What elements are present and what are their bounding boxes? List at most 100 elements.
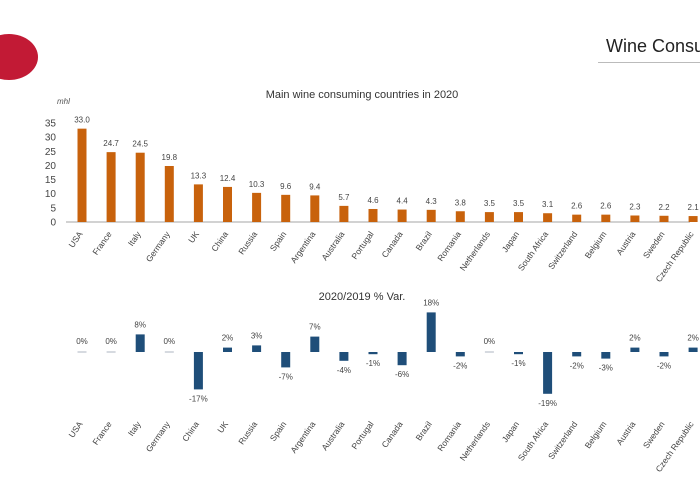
chart2-category-label: South Africa: [516, 419, 551, 463]
chart1-category-label: Switzerland: [546, 229, 580, 271]
chart2-value-label: 7%: [309, 323, 321, 332]
chart1-value-label: 4.3: [426, 197, 438, 206]
chart2-bar: [688, 347, 698, 352]
chart2-bar: [397, 352, 407, 366]
chart2-category-label: Portugal: [349, 419, 375, 451]
chart2-value-label: 0%: [164, 337, 176, 346]
chart2-value-label: 2%: [222, 334, 234, 343]
chart1-bar: [426, 209, 436, 222]
chart1-bar: [252, 192, 262, 222]
chart1-bar: [397, 209, 407, 222]
chart2-category-label: Australia: [319, 419, 346, 452]
chart1-ytick-label: 0: [50, 218, 56, 229]
chart1-bar: [310, 195, 320, 222]
chart1-ytick-label: 15: [45, 175, 57, 186]
chart1-category-label: China: [209, 229, 230, 253]
chart2-category-label: France: [90, 419, 114, 447]
chart1-value-label: 2.3: [629, 202, 641, 211]
chart2-category-label: UK: [215, 419, 230, 435]
chart1-value-label: 2.1: [688, 203, 700, 212]
chart1-value-labels: 33.0 24.7 24.5 19.8 13.3 12.4 10.3 9.6 9.4 5.7 4.6…: [74, 116, 699, 212]
chart2-bar: [193, 352, 203, 390]
chart1-category-label: France: [90, 229, 114, 257]
chart2-value-label: -3%: [599, 364, 613, 373]
chart1-ytick-label: 5: [50, 203, 56, 214]
chart2-category-label: China: [180, 419, 201, 443]
chart1-bar: [601, 214, 611, 222]
chart1-category-label: Netherlands: [458, 229, 492, 272]
chart1-value-label: 3.5: [484, 199, 496, 208]
chart1-bar: [543, 213, 553, 222]
chart2-value-label: -2%: [570, 361, 584, 370]
chart2-category-label: USA: [66, 419, 84, 439]
chart2-bar: [223, 347, 232, 352]
chart2-bar: [601, 352, 611, 359]
chart1-bar: [339, 205, 349, 222]
chart1-category-labels: USA France Italy Germany UK China Russia Spain A…: [66, 229, 696, 284]
chart2-value-label: 2%: [629, 334, 641, 343]
chart1-category-label: Belgium: [583, 229, 609, 260]
chart2-bar: [484, 351, 494, 353]
chart2-category-label: Austria: [614, 419, 638, 447]
chart2-value-label: -2%: [453, 361, 467, 370]
chart1-value-label: 13.3: [191, 171, 207, 180]
chart1-bar: [106, 152, 116, 222]
chart2-category-label: Netherlands: [458, 419, 492, 462]
chart2-category-label: Italy: [126, 419, 144, 438]
chart2-category-labels: USA France Italy Germany China UK Russia Spain A…: [66, 419, 696, 474]
chart1-category-label: Brazil: [413, 229, 433, 252]
chart1-category-label: Russia: [236, 229, 259, 256]
chart2-bars: [77, 312, 698, 394]
chart2-value-label: 8%: [134, 320, 146, 329]
title-divider: [598, 62, 700, 63]
chart1-bar: [77, 128, 87, 222]
chart1-value-label: 19.8: [162, 153, 178, 162]
chart1-bar: [281, 194, 291, 222]
chart2-category-label: Russia: [236, 419, 259, 446]
chart1-value-label: 2.6: [600, 202, 612, 211]
chart2-bar: [135, 334, 145, 352]
chart2-category-label: Canada: [379, 419, 404, 449]
chart1-value-label: 2.2: [658, 203, 670, 212]
chart1-value-label: 24.5: [132, 140, 148, 149]
chart2-value-labels: 0% 0% 8% 0% -17% 2% 3% -7% 7% -4% -1% -6% 18% -2% 0% -1…: [76, 298, 699, 407]
page-title: Wine Consump: [606, 36, 700, 56]
chart1-category-label: Portugal: [349, 229, 375, 261]
chart2-value-label: -1%: [511, 359, 525, 368]
chart2-value-label: -1%: [366, 359, 380, 368]
chart2-value-label: 2%: [687, 334, 699, 343]
chart1-value-label: 9.6: [280, 182, 292, 191]
chart1-category-label: Japan: [500, 229, 522, 254]
chart1-bar: [455, 211, 465, 222]
chart2-value-label: 0%: [105, 337, 117, 346]
chart2-value-label: -17%: [189, 394, 208, 403]
chart1-value-label: 3.8: [455, 198, 467, 207]
chart1-value-label: 9.4: [309, 182, 321, 191]
chart2-category-label: Argentina: [288, 419, 317, 455]
chart1-category-label: Australia: [319, 229, 346, 262]
chart1-ytick-label: 35: [45, 119, 57, 130]
chart2-bar: [339, 352, 349, 361]
chart2-value-label: 3%: [251, 331, 263, 340]
chart2-value-label: -7%: [279, 372, 293, 381]
chart1-value-label: 5.7: [338, 193, 350, 202]
chart2-bar: [252, 345, 262, 352]
chart1-category-label: Germany: [144, 229, 173, 264]
chart1-value-label: 3.5: [513, 199, 525, 208]
chart1-ytick-label: 25: [45, 147, 57, 158]
chart1-ytick-label: 10: [45, 189, 57, 200]
chart2-category-label: Germany: [144, 419, 173, 454]
chart1-value-label: 4.6: [367, 196, 379, 205]
chart1-category-label: Romania: [435, 229, 463, 263]
chart1-value-label: 10.3: [249, 180, 265, 189]
chart1-bar: [193, 184, 203, 222]
chart2-value-label: -6%: [395, 370, 409, 379]
chart2-bar: [281, 352, 291, 368]
chart2-category-label: Belgium: [583, 419, 609, 450]
chart2-title: 2020/2019 % Var.: [319, 291, 406, 303]
chart1-ytick-label: 30: [45, 133, 57, 144]
chart2-value-label: -2%: [657, 361, 671, 370]
chart2-bar: [106, 351, 116, 353]
chart2-category-label: Sweden: [641, 419, 667, 450]
chart2-bar: [659, 352, 669, 357]
